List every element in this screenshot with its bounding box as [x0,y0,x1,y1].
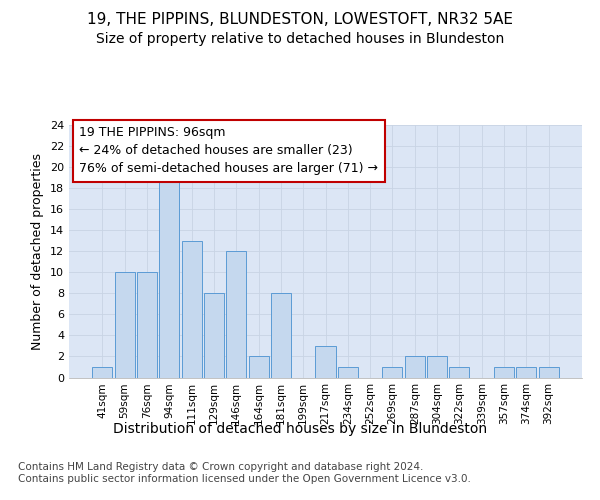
Bar [226,251,246,378]
Bar [338,367,358,378]
Text: 19 THE PIPPINS: 96sqm
← 24% of detached houses are smaller (23)
76% of semi-deta: 19 THE PIPPINS: 96sqm ← 24% of detached … [79,126,378,176]
Bar [316,346,335,378]
Bar [494,367,514,378]
Bar [382,367,403,378]
Text: 19, THE PIPPINS, BLUNDESTON, LOWESTOFT, NR32 5AE: 19, THE PIPPINS, BLUNDESTON, LOWESTOFT, … [87,12,513,28]
Bar [204,294,224,378]
Bar [539,367,559,378]
Bar [271,294,291,378]
Bar [427,356,447,378]
Bar [137,272,157,378]
Text: Contains HM Land Registry data © Crown copyright and database right 2024.
Contai: Contains HM Land Registry data © Crown c… [18,462,471,484]
Bar [449,367,469,378]
Bar [182,240,202,378]
Bar [516,367,536,378]
Bar [405,356,425,378]
Y-axis label: Number of detached properties: Number of detached properties [31,153,44,350]
Text: Distribution of detached houses by size in Blundeston: Distribution of detached houses by size … [113,422,487,436]
Bar [248,356,269,378]
Bar [159,178,179,378]
Bar [115,272,135,378]
Bar [92,367,112,378]
Text: Size of property relative to detached houses in Blundeston: Size of property relative to detached ho… [96,32,504,46]
